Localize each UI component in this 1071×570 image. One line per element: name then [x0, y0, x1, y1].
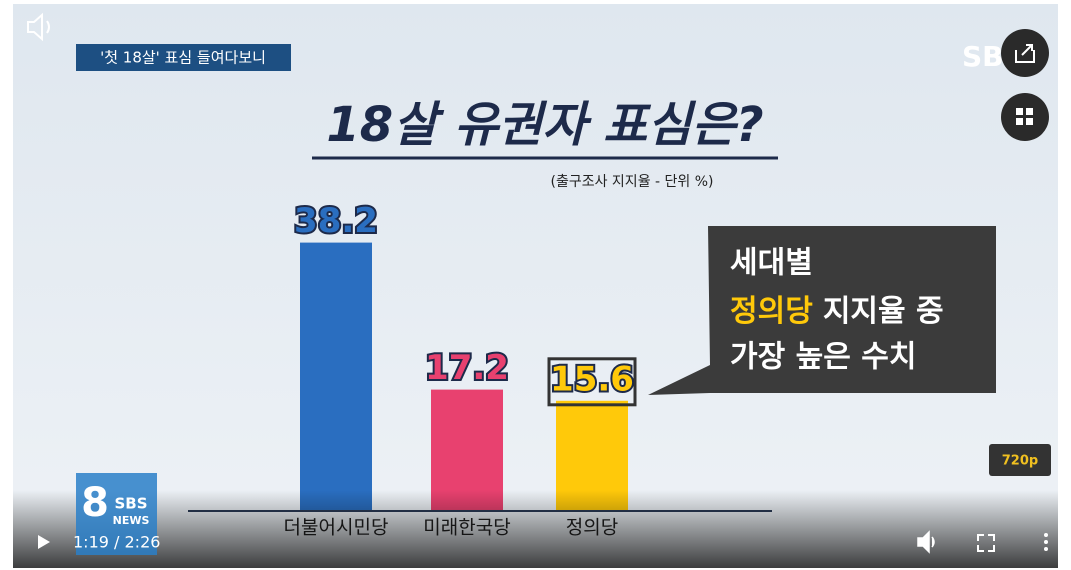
caption: '첫 18살' 표심 들여다보니 — [100, 49, 266, 67]
bars: 38.2더불어시민당17.2미래한국당15.6정의당 — [284, 199, 637, 539]
callout-line: 세대별 — [730, 246, 813, 281]
bar — [300, 242, 372, 510]
grid-icon — [1016, 108, 1033, 125]
callout-box — [648, 226, 996, 395]
logo-number: 8 — [81, 480, 109, 526]
watermark: SB — [962, 40, 1004, 73]
callout-rest: 지지율 중 — [823, 294, 944, 329]
logo — [76, 473, 157, 555]
mute-icon[interactable] — [27, 12, 50, 42]
play-button[interactable] — [38, 535, 50, 549]
time: 1:19 / 2:26 — [73, 533, 160, 552]
value-highlight-box — [547, 357, 637, 407]
more-button[interactable] — [1044, 533, 1048, 551]
value-label: 15.6 — [550, 359, 634, 399]
share-icon — [1015, 44, 1035, 63]
grid-button[interactable] — [1001, 93, 1049, 141]
value-label: 38.2 — [294, 201, 378, 241]
volume-button[interactable] — [917, 530, 935, 554]
caption-box — [76, 44, 291, 71]
value-label: 17.2 — [425, 348, 509, 388]
callout-line: 정의당 지지율 중 — [730, 294, 944, 329]
fullscreen-button[interactable] — [977, 534, 995, 552]
callout-line: 가장 높은 수치 — [730, 340, 917, 375]
callout-highlight: 정의당 — [730, 294, 813, 329]
controls-shade — [13, 490, 1058, 568]
quality-badge[interactable] — [989, 444, 1051, 476]
logo-sub: NEWS — [113, 514, 150, 527]
chart-subtitle: (출구조사 지지율 - 단위 %) — [551, 174, 714, 190]
logo-brand: SBS — [114, 495, 147, 513]
bar — [431, 389, 503, 510]
chart-title: 18살 유권자 표심은? — [326, 97, 763, 153]
quality: 720p — [1002, 454, 1038, 469]
